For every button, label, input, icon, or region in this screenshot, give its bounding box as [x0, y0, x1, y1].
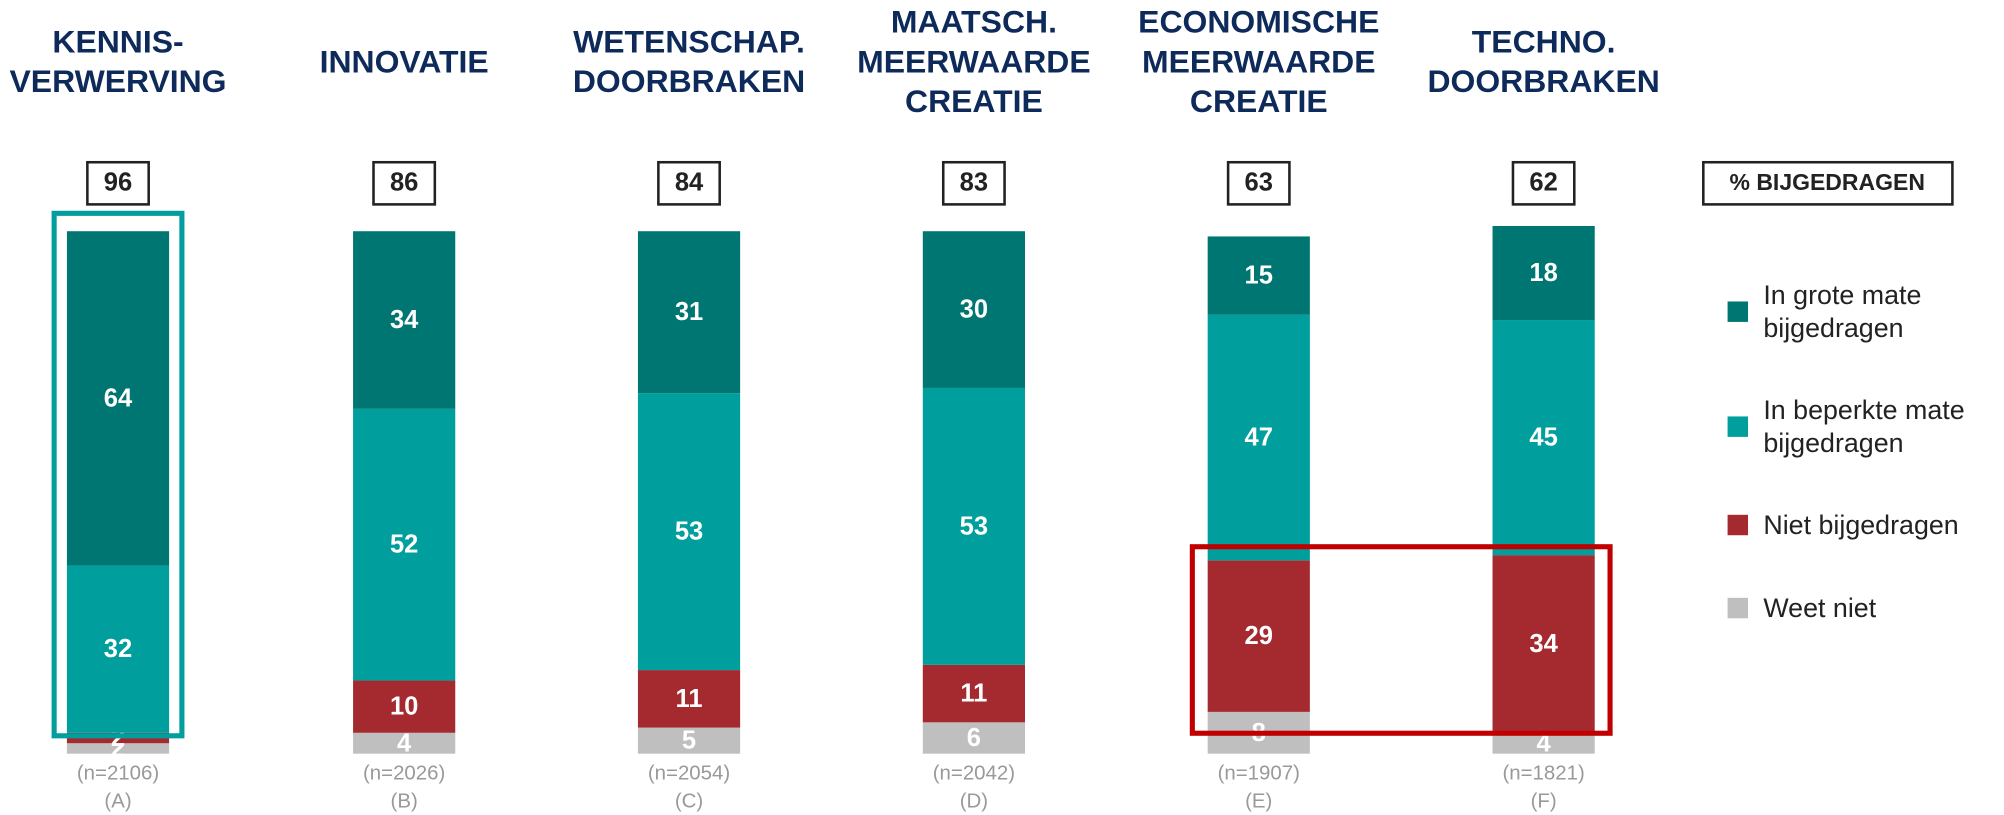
totals-label: % BIJGEDRAGEN — [1730, 169, 1925, 195]
bar-segment — [1492, 555, 1595, 733]
bar-segment — [1207, 236, 1310, 315]
letter: (A) — [104, 791, 131, 813]
legend-label: Weet niet — [1763, 594, 1877, 624]
total-box — [1226, 160, 1291, 206]
legend-item: Niet bijgedragen — [1763, 510, 1959, 541]
value-label: 11 — [960, 680, 987, 708]
total-box — [1511, 160, 1576, 206]
value-label: 34 — [390, 306, 419, 334]
value-label: 45 — [1529, 424, 1557, 452]
highlight-box — [51, 210, 185, 739]
total-box — [372, 160, 437, 206]
bar-segment — [922, 722, 1025, 754]
letter: (E) — [1245, 791, 1272, 813]
bar-segment — [637, 393, 741, 671]
category-label: ECONOMISCHE — [1138, 4, 1379, 40]
note: (n=2054) — [648, 763, 730, 785]
bar-segment — [353, 408, 456, 681]
bar-segment — [1492, 732, 1595, 754]
bar-segment — [637, 727, 741, 754]
bar-segment — [66, 743, 170, 754]
value-label: 10 — [390, 693, 418, 721]
legend-swatch — [1727, 301, 1749, 322]
bar-segment — [1492, 225, 1595, 321]
value-label: 18 — [1529, 259, 1557, 287]
letter: (C) — [675, 791, 703, 813]
value-label: 11 — [676, 685, 703, 713]
bar-segment — [637, 670, 741, 728]
note: (n=2042) — [933, 763, 1015, 785]
category-label: DOORBRAKEN — [573, 63, 805, 99]
bar-segment — [353, 231, 456, 409]
category-label: MEERWAARDE — [857, 43, 1091, 79]
legend-item: In beperkte mate bijgedragen — [1763, 396, 1965, 459]
category-label: MEERWAARDE — [1142, 43, 1376, 79]
total-box — [657, 160, 721, 206]
value-label: 31 — [675, 298, 703, 326]
legend-swatch — [1727, 597, 1749, 619]
category-label: MAATSCH. — [891, 4, 1057, 40]
value-label: 29 — [1245, 622, 1273, 650]
bar-segment — [922, 387, 1025, 665]
legend-label: In grote mate bijgedragen — [1763, 281, 1922, 344]
value-label: 53 — [960, 512, 988, 540]
legend-label: In beperkte mate bijgedragen — [1763, 396, 1965, 459]
letter: (F) — [1531, 791, 1557, 813]
bar-segment — [922, 231, 1025, 388]
value-label: 47 — [1245, 424, 1273, 452]
total-label: 62 — [1529, 169, 1557, 197]
bar-segment — [353, 732, 456, 754]
bar-segment — [1207, 560, 1310, 712]
legend-item: In grote mate bijgedragen — [1763, 281, 1922, 344]
category-label: CREATIE — [905, 83, 1043, 119]
note: (n=2026) — [363, 763, 445, 785]
value-label: 34 — [1529, 630, 1558, 658]
bar-segment — [66, 231, 170, 566]
total-box — [941, 160, 1006, 206]
category-label: INNOVATIE — [320, 43, 489, 79]
total-box — [86, 160, 150, 206]
value-label: 4 — [397, 729, 412, 757]
legend-item: Weet niet — [1763, 594, 1877, 624]
total-label: 63 — [1245, 169, 1273, 197]
value-label: 53 — [675, 518, 703, 546]
value-label: 32 — [104, 635, 132, 663]
category-label: DOORBRAKEN — [1427, 63, 1659, 99]
legend-swatch — [1727, 416, 1749, 437]
value-label: 30 — [960, 296, 988, 324]
letter: (B) — [391, 791, 418, 813]
category-label: VERWERVING — [10, 63, 227, 99]
value-label: 4 — [1537, 729, 1552, 757]
category-label: KENNIS- — [52, 24, 183, 60]
letter: (D) — [960, 791, 988, 813]
bar-segment — [637, 231, 741, 394]
category-label: TECHNO. — [1472, 24, 1616, 60]
bar-segment — [353, 680, 456, 733]
value-label: 15 — [1245, 262, 1273, 290]
note: (n=1907) — [1218, 763, 1300, 785]
bar-segment — [1492, 320, 1595, 556]
highlight-box — [1189, 544, 1613, 736]
bar-segment — [66, 565, 170, 733]
note: (n=2106) — [77, 763, 159, 785]
category-label: WETENSCHAP. — [573, 24, 805, 60]
bar-segment — [922, 664, 1025, 723]
totals-label-box — [1702, 160, 1954, 206]
note: (n=1821) — [1502, 763, 1584, 785]
total-label: 86 — [390, 169, 418, 197]
value-label: 5 — [682, 727, 696, 755]
legend-label: Niet bijgedragen — [1763, 510, 1959, 541]
total-label: 96 — [104, 169, 132, 197]
total-label: 84 — [675, 169, 704, 197]
bar-segment — [1207, 314, 1310, 561]
value-label: 52 — [390, 531, 418, 559]
value-label: 6 — [967, 724, 981, 752]
value-label: 64 — [104, 384, 133, 412]
category-label: CREATIE — [1190, 83, 1328, 119]
legend-swatch — [1727, 514, 1749, 536]
total-label: 83 — [960, 169, 988, 197]
